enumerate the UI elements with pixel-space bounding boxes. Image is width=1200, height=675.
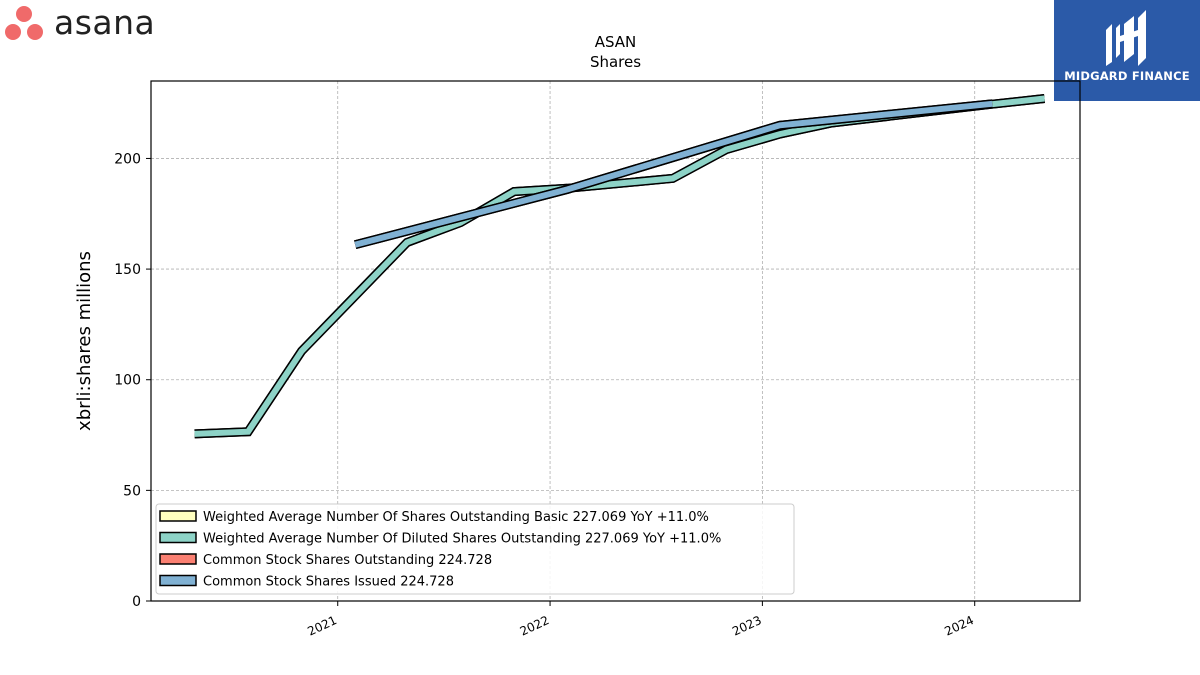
- x-tick-label: 2024: [942, 613, 976, 639]
- legend-swatch-2: [159, 531, 197, 544]
- series-line-4: [354, 100, 993, 248]
- y-tick-label: 100: [114, 373, 141, 389]
- midgard-finance-logo: MIDGARD FINANCE: [1054, 0, 1200, 101]
- asana-wordmark: asana: [54, 3, 156, 42]
- x-tick-label: 2023: [730, 613, 764, 639]
- legend-swatch-3: [159, 553, 197, 565]
- legend-swatch-1: [159, 510, 197, 522]
- y-tick-label: 200: [114, 151, 141, 167]
- x-tick-label: 2022: [518, 613, 552, 639]
- chart-title: ASAN: [595, 33, 637, 51]
- midgard-wordmark: MIDGARD FINANCE: [1064, 69, 1190, 83]
- y-tick-label: 50: [123, 483, 141, 499]
- series-line-2: [194, 95, 1045, 437]
- legend-label-4: Common Stock Shares Issued 224.728: [203, 575, 454, 590]
- legend-label-2: Weighted Average Number Of Diluted Share…: [203, 532, 721, 547]
- chart-subtitle: Shares: [590, 53, 641, 71]
- legend-box: [155, 503, 795, 595]
- plot-frame: [150, 80, 1081, 602]
- asana-dots-icon: [4, 3, 50, 43]
- series-outline-2: [194, 94, 1045, 439]
- legend-swatch-4: [159, 574, 197, 587]
- legend: Weighted Average Number Of Shares Outsta…: [155, 503, 795, 595]
- asana-logo: asana: [4, 2, 155, 44]
- series-outline-1: [194, 94, 1045, 439]
- x-tick-label: 2021: [305, 613, 339, 639]
- series-line-1: [194, 95, 1045, 437]
- y-tick-label: 0: [132, 594, 141, 610]
- midgard-emblem-icon: [1106, 10, 1146, 66]
- y-tick-label: 150: [114, 262, 141, 278]
- y-axis-label: xbrli:shares millions: [74, 251, 95, 431]
- legend-label-3: Common Stock Shares Outstanding 224.728: [203, 553, 492, 568]
- legend-label-1: Weighted Average Number Of Shares Outsta…: [203, 510, 709, 525]
